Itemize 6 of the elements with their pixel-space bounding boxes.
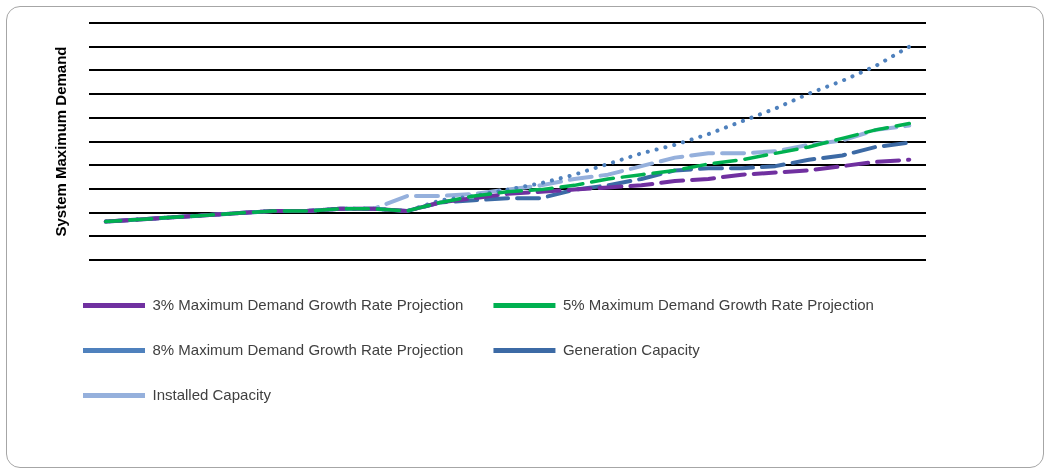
y-axis-title: System Maximum Demand <box>52 46 70 237</box>
legend-label: 5% Maximum Demand Growth Rate Projection <box>562 295 874 313</box>
legend-label: Generation Capacity <box>562 340 701 358</box>
legend-label: 8% Maximum Demand Growth Rate Projection <box>152 340 464 358</box>
legend-label: Installed Capacity <box>152 385 272 403</box>
legend-label: 3% Maximum Demand Growth Rate Projection <box>152 295 464 313</box>
